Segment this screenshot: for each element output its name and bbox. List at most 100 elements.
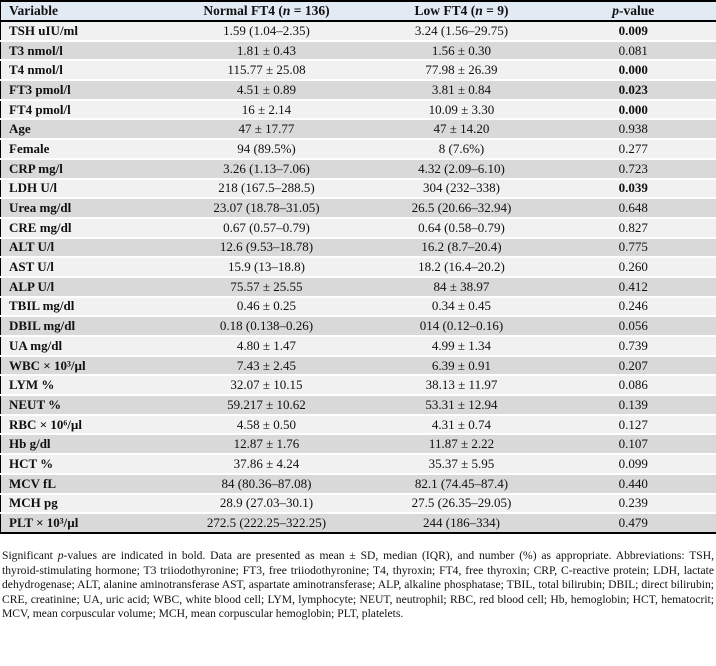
table-row: FT3 pmol/l 4.51 ± 0.89 3.81 ± 0.84 0.023 [0,80,716,101]
table-body: TSH uIU/ml 1.59 (1.04–2.35) 3.24 (1.56–29.… [0,21,716,533]
variable-cell: T4 nmol/l [0,60,161,82]
p-value-cell: 0.440 [550,473,716,495]
low-ft4-value-cell: 0.64 (0.58–0.79) [372,217,551,239]
low-ft4-value-cell: 18.2 (16.4–20.2) [372,257,551,278]
low-ft4-value-cell: 8 (7.6%) [372,139,551,160]
column-header-low-ft4: Low FT4 (n = 9) [372,1,551,22]
variable-cell: ALP U/l [0,276,161,298]
comparison-table: Variable Normal FT4 (n = 136) Low FT4 (n… [0,0,716,534]
table-row: T3 nmol/l 1.81 ± 0.43 1.56 ± 0.30 0.081 [0,40,716,62]
table-row: CRE mg/dl 0.67 (0.57–0.79) 0.64 (0.58–0.79… [0,217,716,239]
variable-cell: TSH uIU/ml [0,21,161,42]
low-ft4-value-cell: 4.99 ± 1.34 [372,336,551,357]
table-row: TSH uIU/ml 1.59 (1.04–2.35) 3.24 (1.56–29.… [0,21,716,42]
column-header-p-value: p-value [550,1,716,22]
normal-ft4-value-cell: 0.46 ± 0.25 [160,296,373,318]
table-row: HCT % 37.86 ± 4.24 35.37 ± 5.95 0.099 [0,454,716,475]
variable-cell: Urea mg/dl [0,198,161,219]
p-value-cell: 0.107 [550,434,716,456]
normal-ft4-value-cell: 84 (80.36–87.08) [160,473,373,495]
normal-ft4-value-cell: 59.217 ± 10.62 [160,395,373,416]
low-ft4-value-cell: 4.32 (2.09–6.10) [372,158,551,180]
variable-cell: LYM % [0,375,161,397]
p-value-cell: 0.412 [550,276,716,298]
p-value-cell: 0.827 [550,217,716,239]
low-ft4-value-cell: 11.87 ± 2.22 [372,434,551,456]
table-row: DBIL mg/dl 0.18 (0.138–0.26) 014 (0.12–0.1… [0,316,716,337]
table-row: LDH U/l 218 (167.5–288.5) 304 (232–338) 0.0… [0,178,716,200]
table-row: FT4 pmol/l 16 ± 2.14 10.09 ± 3.30 0.000 [0,99,716,121]
table-row: Urea mg/dl 23.07 (18.78–31.05) 26.5 (20.66… [0,198,716,219]
normal-ft4-value-cell: 47 ± 17.77 [160,119,373,141]
p-value-cell: 0.648 [550,198,716,219]
p-value-cell: 0.723 [550,158,716,180]
normal-ft4-value-cell: 32.07 ± 10.15 [160,375,373,397]
column-header-variable: Variable [0,1,161,22]
p-value-cell: 0.246 [550,296,716,318]
footnote-italic-p: p [57,549,64,563]
variable-cell: FT4 pmol/l [0,99,161,121]
variable-cell: UA mg/dl [0,336,161,357]
low-ft4-value-cell: 16.2 (8.7–20.4) [372,237,551,259]
low-ft4-value-cell: 304 (232–338) [372,178,551,200]
p-value-cell: 0.000 [550,99,716,121]
table-row: AST U/l 15.9 (13–18.8) 18.2 (16.4–20.2) 0.2… [0,257,716,278]
p-value-cell: 0.260 [550,257,716,278]
table-row: LYM % 32.07 ± 10.15 38.13 ± 11.97 0.086 [0,375,716,397]
low-ft4-value-cell: 244 (186–334) [372,513,551,533]
p-value-cell: 0.938 [550,119,716,141]
header-italic-p: p [612,3,619,18]
column-header-normal-ft4: Normal FT4 (n = 136) [160,1,373,22]
low-ft4-value-cell: 3.24 (1.56–29.75) [372,21,551,42]
table-row: RBC × 10⁶/µl 4.58 ± 0.50 4.31 ± 0.74 0.127 [0,414,716,436]
header-text: = 9) [482,3,509,18]
variable-cell: Age [0,119,161,141]
table-row: MCH pg 28.9 (27.03–30.1) 27.5 (26.35–29.05… [0,493,716,515]
low-ft4-value-cell: 26.5 (20.66–32.94) [372,198,551,219]
normal-ft4-value-cell: 28.9 (27.03–30.1) [160,493,373,515]
low-ft4-value-cell: 0.34 ± 0.45 [372,296,551,318]
low-ft4-value-cell: 4.31 ± 0.74 [372,414,551,436]
header-text: -value [619,3,655,18]
p-value-cell: 0.139 [550,395,716,416]
table-row: Hb g/dl 12.87 ± 1.76 11.87 ± 2.22 0.107 [0,434,716,456]
variable-cell: ALT U/l [0,237,161,259]
p-value-cell: 0.277 [550,139,716,160]
variable-cell: Female [0,139,161,160]
variable-cell: WBC × 10³/µl [0,355,161,377]
normal-ft4-value-cell: 37.86 ± 4.24 [160,454,373,475]
low-ft4-value-cell: 82.1 (74.45–87.4) [372,473,551,495]
low-ft4-value-cell: 3.81 ± 0.84 [372,80,551,101]
variable-cell: MCH pg [0,493,161,515]
table-row: Female 94 (89.5%) 8 (7.6%) 0.277 [0,139,716,160]
low-ft4-value-cell: 1.56 ± 0.30 [372,40,551,62]
variable-cell: NEUT % [0,395,161,416]
header-text: Normal FT4 ( [203,3,283,18]
normal-ft4-value-cell: 7.43 ± 2.45 [160,355,373,377]
p-value-cell: 0.081 [550,40,716,62]
normal-ft4-value-cell: 4.80 ± 1.47 [160,336,373,357]
variable-cell: PLT × 10³/µl [0,513,161,533]
low-ft4-value-cell: 6.39 ± 0.91 [372,355,551,377]
table-row: ALT U/l 12.6 (9.53–18.78) 16.2 (8.7–20.4) 0… [0,237,716,259]
p-value-cell: 0.479 [550,513,716,533]
variable-cell: LDH U/l [0,178,161,200]
footnote-text: -values are indicated in bold. Data are … [2,549,714,621]
table-row: PLT × 10³/µl 272.5 (222.25–322.25) 244 (18… [0,513,716,533]
normal-ft4-value-cell: 0.18 (0.138–0.26) [160,316,373,337]
variable-cell: DBIL mg/dl [0,316,161,337]
p-value-cell: 0.127 [550,414,716,436]
variable-cell: FT3 pmol/l [0,80,161,101]
normal-ft4-value-cell: 115.77 ± 25.08 [160,60,373,82]
normal-ft4-value-cell: 15.9 (13–18.8) [160,257,373,278]
normal-ft4-value-cell: 16 ± 2.14 [160,99,373,121]
header-text: Low FT4 ( [414,3,476,18]
low-ft4-value-cell: 53.31 ± 12.94 [372,395,551,416]
p-value-cell: 0.000 [550,60,716,82]
low-ft4-value-cell: 38.13 ± 11.97 [372,375,551,397]
variable-cell: CRP mg/l [0,158,161,180]
normal-ft4-value-cell: 94 (89.5%) [160,139,373,160]
normal-ft4-value-cell: 4.58 ± 0.50 [160,414,373,436]
variable-cell: T3 nmol/l [0,40,161,62]
